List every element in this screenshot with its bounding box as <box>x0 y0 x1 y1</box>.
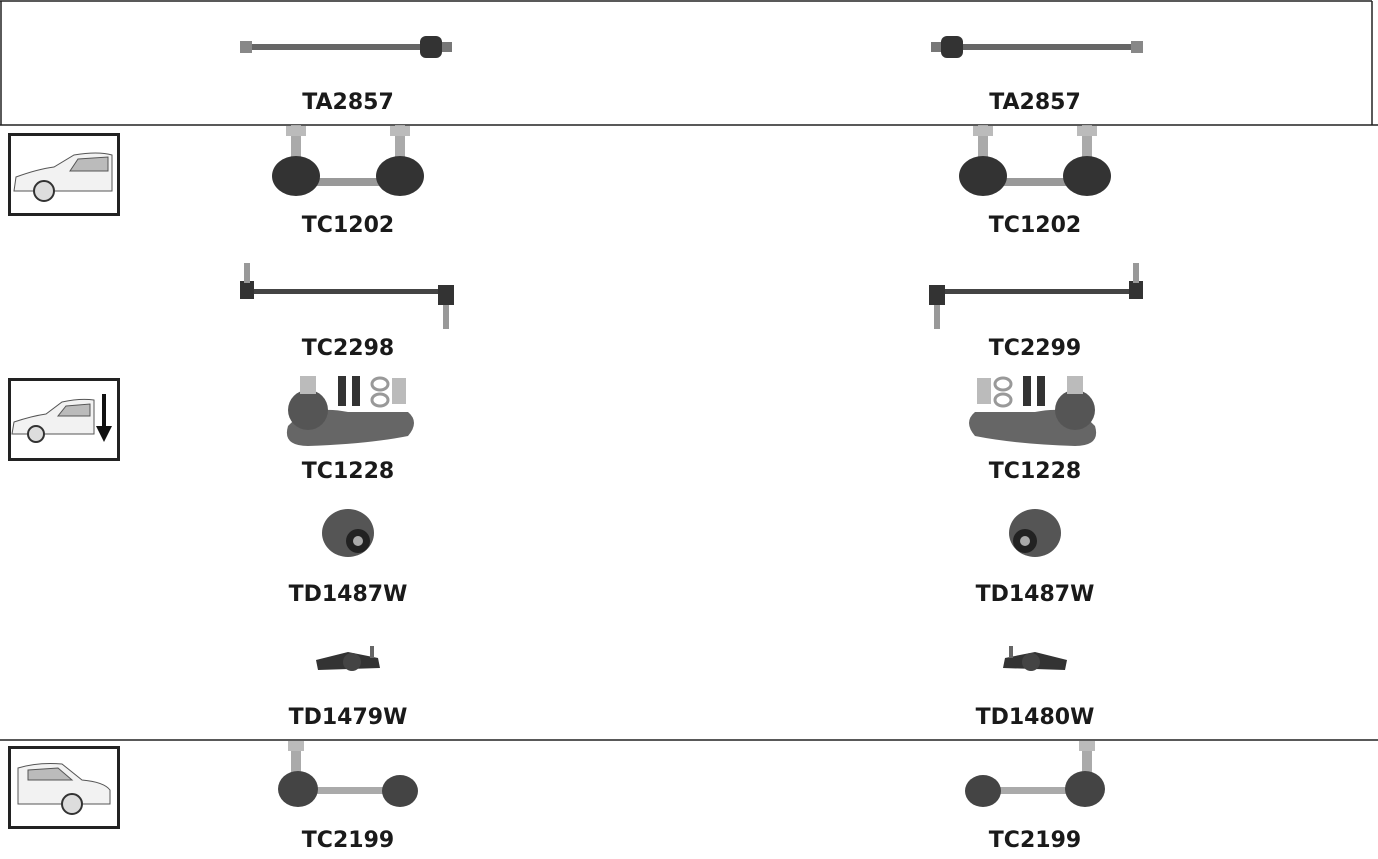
parts: TA2857 TA2857 TC1202 TC1202 TC2298 TC2299 TC12… <box>240 36 1143 853</box>
nut <box>977 378 991 404</box>
rod <box>960 44 1140 50</box>
frame <box>0 0 1378 741</box>
nut <box>288 741 304 751</box>
bushing-hole <box>353 536 363 546</box>
ball <box>959 156 1007 196</box>
stud <box>1067 376 1083 394</box>
rod <box>243 44 423 50</box>
ball <box>382 775 418 807</box>
bar <box>308 178 388 186</box>
bolt <box>1037 376 1045 406</box>
bar <box>940 289 1135 294</box>
part-image <box>929 263 1143 329</box>
part-image <box>240 36 452 58</box>
ball <box>278 771 318 807</box>
bolt <box>338 376 346 406</box>
part-image <box>1003 646 1067 671</box>
ball <box>288 390 328 430</box>
ball <box>1065 771 1105 807</box>
bar <box>248 289 443 294</box>
part-number: TC1202 <box>302 213 394 238</box>
end <box>438 285 454 305</box>
washer <box>993 392 1013 408</box>
stud <box>244 263 250 283</box>
stud <box>443 305 449 329</box>
end <box>1129 281 1143 299</box>
nut <box>286 126 306 136</box>
part-number: TC2298 <box>302 336 394 361</box>
part-image <box>959 125 1111 196</box>
part-image <box>272 125 424 196</box>
stud <box>291 125 301 163</box>
nut <box>390 126 410 136</box>
bush <box>343 653 361 671</box>
bushing-hole <box>1020 536 1030 546</box>
stud <box>1082 743 1092 779</box>
washer <box>370 392 390 408</box>
bar <box>995 178 1075 186</box>
ball <box>272 156 320 196</box>
part-number: TC2199 <box>302 828 394 853</box>
car-icon-front <box>8 133 120 216</box>
part-number: TC2199 <box>989 828 1081 853</box>
stud <box>442 42 452 52</box>
car-icon-rear <box>8 746 120 829</box>
car-icon-front-low <box>8 378 120 461</box>
washer <box>993 376 1013 392</box>
part-image <box>316 646 380 671</box>
part-image <box>931 36 1143 58</box>
part-image <box>969 376 1097 446</box>
part-number: TD1487W <box>976 582 1095 607</box>
part-image <box>1009 509 1061 557</box>
part-number: TC1228 <box>302 459 394 484</box>
stud <box>395 125 405 163</box>
part-number: TD1479W <box>289 705 408 730</box>
part-number: TD1487W <box>289 582 408 607</box>
ball <box>1063 156 1111 196</box>
stud <box>300 376 316 394</box>
part-number: TA2857 <box>989 90 1081 115</box>
stud <box>1009 646 1013 658</box>
ball <box>1055 390 1095 430</box>
nut <box>1077 126 1097 136</box>
part-number: TC2299 <box>989 336 1081 361</box>
bolt <box>1023 376 1031 406</box>
nut <box>973 126 993 136</box>
rod-end <box>240 41 252 53</box>
joint <box>941 36 963 58</box>
part-number: TC1202 <box>989 213 1081 238</box>
stud <box>370 646 374 658</box>
stud <box>934 305 940 329</box>
part-image <box>965 741 1105 807</box>
ball <box>965 775 1001 807</box>
part-image <box>240 263 454 329</box>
part-number: TD1480W <box>976 705 1095 730</box>
end <box>240 281 254 299</box>
washer <box>370 376 390 392</box>
bar <box>308 787 398 794</box>
nut <box>1079 741 1095 751</box>
joint <box>420 36 442 58</box>
stud <box>931 42 941 52</box>
stud <box>291 743 301 779</box>
bar <box>985 787 1075 794</box>
ball <box>376 156 424 196</box>
end <box>929 285 945 305</box>
stud <box>978 125 988 163</box>
stud <box>1082 125 1092 163</box>
part-image <box>286 376 414 446</box>
part-image <box>278 741 418 807</box>
bush <box>1022 653 1040 671</box>
part-number: TA2857 <box>302 90 394 115</box>
bolt <box>352 376 360 406</box>
nut <box>392 378 406 404</box>
stud <box>1133 263 1139 283</box>
rod-end <box>1131 41 1143 53</box>
part-number: TC1228 <box>989 459 1081 484</box>
part-image <box>322 509 374 557</box>
